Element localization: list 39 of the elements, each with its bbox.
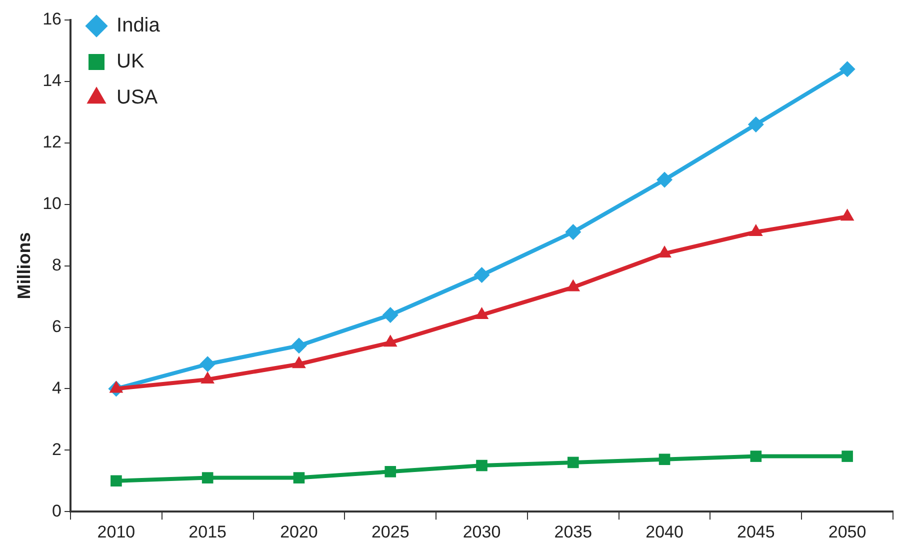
y-tick-label: 8 — [52, 255, 62, 274]
point — [290, 338, 307, 354]
x-tick-label: 2010 — [97, 522, 136, 542]
point — [750, 450, 762, 462]
y-tick-label: 10 — [42, 194, 62, 214]
point — [476, 460, 488, 472]
y-tick-label: 12 — [42, 132, 62, 152]
point — [200, 356, 216, 372]
point — [384, 466, 396, 478]
point — [202, 472, 214, 484]
point — [839, 61, 856, 78]
point — [748, 116, 764, 132]
legend-label: India — [116, 14, 161, 37]
point — [658, 454, 670, 466]
x-tick-label: 2035 — [554, 522, 592, 542]
x-tick-label: 2015 — [188, 522, 227, 542]
point — [656, 172, 673, 188]
point — [110, 475, 122, 487]
y-tick-label: 2 — [52, 440, 62, 459]
y-tick-label: 14 — [42, 71, 62, 90]
x-tick-label: 2020 — [280, 522, 318, 542]
point — [565, 224, 582, 240]
y-axis-title: Millions — [14, 232, 34, 300]
legend-label: UK — [116, 50, 145, 73]
x-tick-label: 2050 — [828, 522, 866, 542]
x-tick-label: 2025 — [371, 522, 410, 542]
y-tick-label: 16 — [42, 10, 62, 29]
point — [382, 306, 398, 323]
point — [474, 267, 490, 284]
x-tick-label: 2045 — [737, 522, 775, 542]
y-tick-label: 0 — [52, 501, 62, 520]
point — [567, 456, 579, 468]
legend-label: USA — [116, 86, 158, 109]
x-tick-label: 2040 — [646, 522, 684, 542]
y-tick-label: 4 — [52, 378, 62, 398]
x-tick-label: 2030 — [462, 522, 501, 542]
y-tick-label: 6 — [52, 316, 62, 336]
point — [293, 472, 305, 484]
point — [842, 450, 853, 462]
